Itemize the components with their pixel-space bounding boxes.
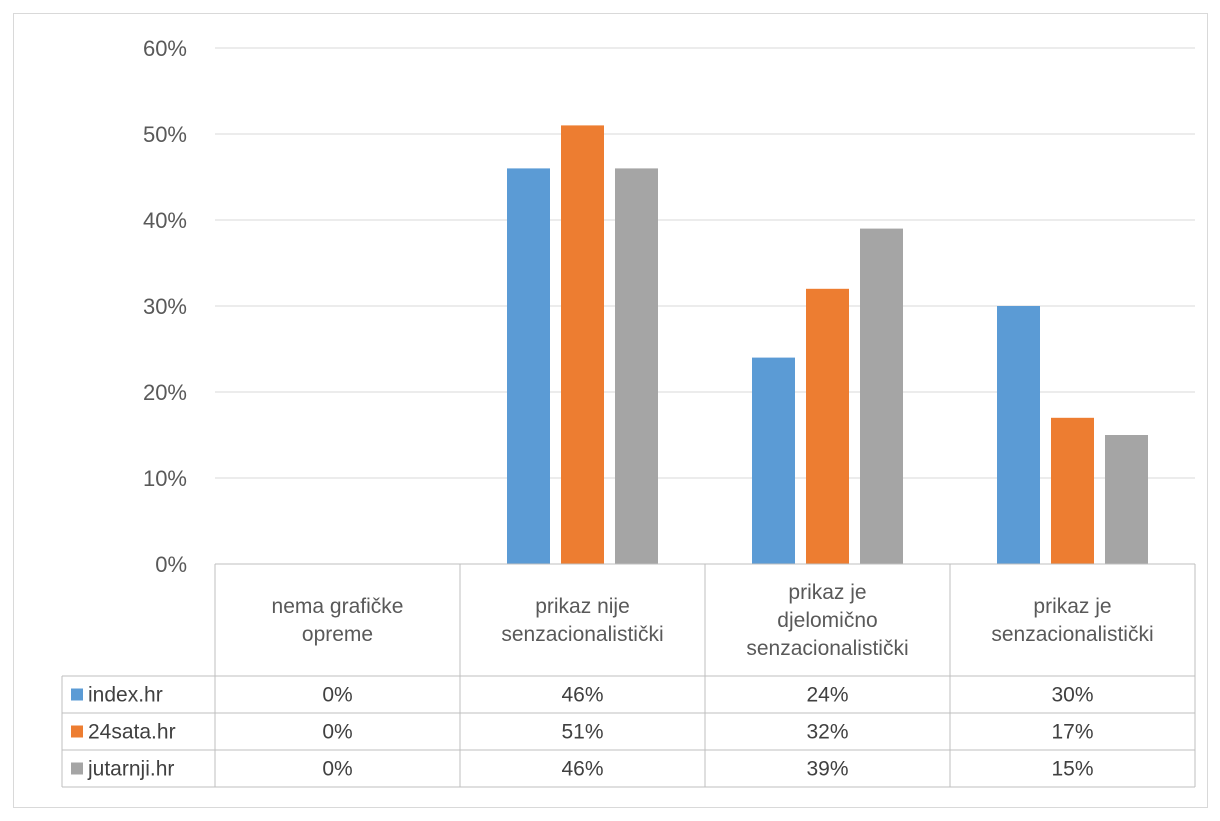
- bar-index-hr: [752, 357, 795, 564]
- category-label: prikaz je: [1033, 595, 1111, 618]
- data-table: nema grafičke opreme prikaz nije senzaciona…: [61, 563, 1196, 788]
- bar-24sata-hr: [1051, 417, 1094, 564]
- bars: [507, 125, 1148, 565]
- y-tick-label: 10%: [143, 466, 187, 491]
- bar-jutarnji-hr: [860, 228, 903, 564]
- data-table-cell: 39%: [806, 758, 848, 781]
- y-tick-label: 60%: [143, 36, 187, 61]
- y-tick-label: 30%: [143, 294, 187, 319]
- bar-jutarnji-hr: [615, 168, 658, 564]
- y-tick-label: 40%: [143, 208, 187, 233]
- data-table-cell: 30%: [1051, 684, 1093, 707]
- data-table-cell: 0%: [322, 684, 352, 707]
- bar-24sata-hr: [806, 288, 849, 564]
- category-label: djelomično: [777, 609, 877, 632]
- category-label: senzacionalistički: [746, 637, 908, 660]
- legend-label: 24sata.hr: [88, 721, 176, 744]
- bar-index-hr: [997, 306, 1040, 564]
- gridlines: [215, 47, 1195, 479]
- category-label: senzacionalistički: [501, 623, 663, 646]
- y-axis: 0% 10% 20% 30% 40% 50% 60%: [143, 36, 187, 577]
- legend-key: [71, 762, 83, 775]
- y-tick-label: 50%: [143, 122, 187, 147]
- legend-key: [71, 688, 83, 701]
- legend-label: index.hr: [88, 684, 163, 707]
- category-label: prikaz je: [788, 581, 866, 604]
- y-tick-label: 20%: [143, 380, 187, 405]
- category-label: nema grafičke: [272, 595, 404, 618]
- category-label: opreme: [302, 623, 373, 646]
- data-table-cell: 51%: [561, 721, 603, 744]
- data-table-cell: 32%: [806, 721, 848, 744]
- data-table-cell: 46%: [561, 684, 603, 707]
- data-table-cell: 24%: [806, 684, 848, 707]
- bar-index-hr: [507, 168, 550, 564]
- data-table-cell: 15%: [1051, 758, 1093, 781]
- bar-24sata-hr: [561, 125, 604, 565]
- data-table-cell: 46%: [561, 758, 603, 781]
- data-table-cell: 0%: [322, 758, 352, 781]
- category-label: senzacionalistički: [991, 623, 1153, 646]
- legend-label: jutarnji.hr: [87, 758, 174, 781]
- data-table-cell: 17%: [1051, 721, 1093, 744]
- bar-jutarnji-hr: [1105, 435, 1148, 564]
- category-label: prikaz nije: [535, 595, 630, 618]
- data-table-cell: 0%: [322, 721, 352, 744]
- legend-key: [71, 725, 83, 738]
- y-tick-label: 0%: [155, 552, 187, 577]
